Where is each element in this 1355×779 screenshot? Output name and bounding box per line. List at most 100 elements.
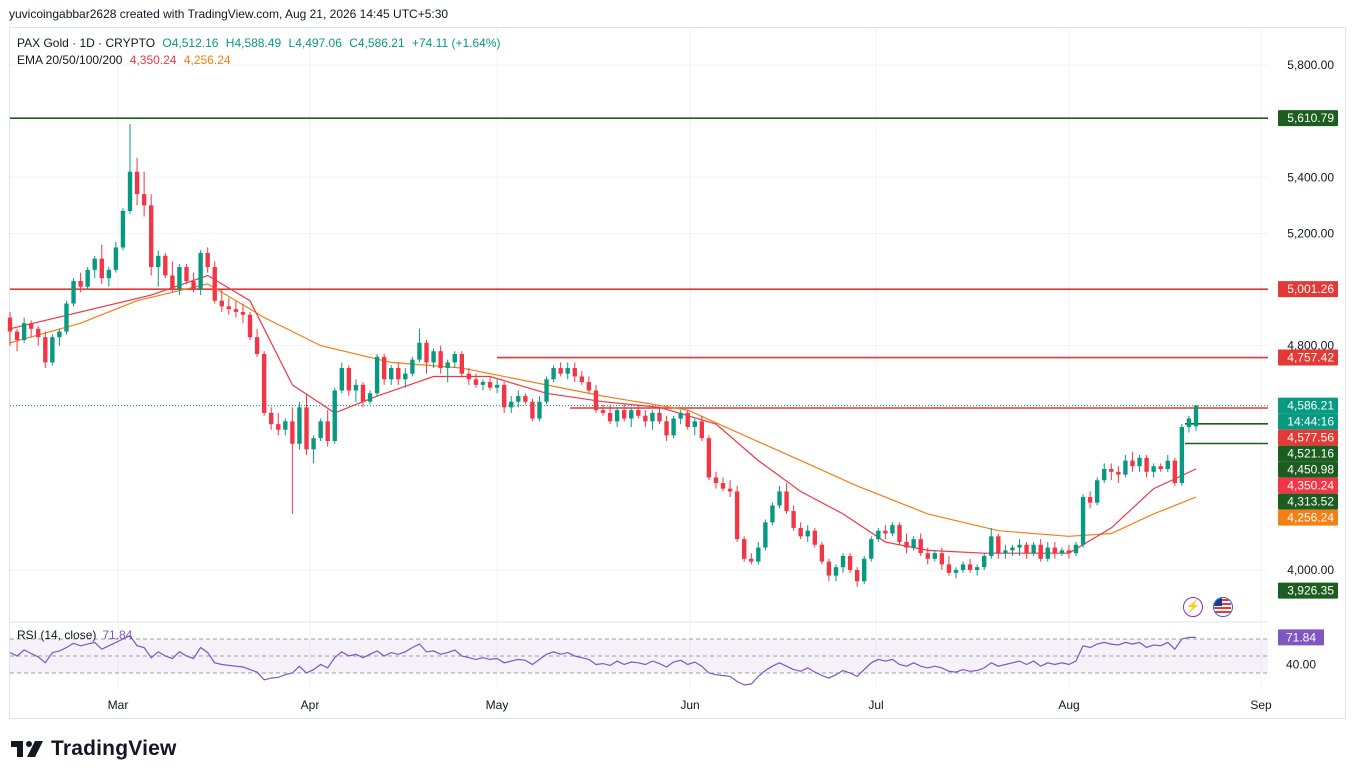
- candle-body: [636, 410, 641, 416]
- symbol-label: PAX Gold · 1D · CRYPTO: [17, 36, 156, 50]
- x-axis-label-apr: Apr: [301, 698, 320, 712]
- candle-body: [516, 396, 521, 402]
- candle-body: [1038, 544, 1043, 559]
- candle-body: [982, 555, 987, 568]
- candle-body: [389, 368, 394, 380]
- us-flag-icon[interactable]: [1213, 597, 1233, 617]
- candle-body: [85, 269, 90, 287]
- chart-frame: [9, 27, 1346, 719]
- x-axis-label-may: May: [486, 698, 509, 712]
- level-badge-text: 4,757.42: [1287, 351, 1334, 365]
- candle-body: [459, 354, 464, 374]
- level-badge: [1278, 110, 1338, 127]
- candle-body: [233, 309, 239, 312]
- candle-body: [297, 407, 302, 444]
- x-axis-label-mar: Mar: [108, 698, 129, 712]
- candle-body: [819, 544, 825, 562]
- y-axis-tick: 4,000.00: [1287, 563, 1334, 577]
- candle-body: [749, 558, 754, 562]
- candle-body: [1144, 457, 1149, 472]
- candle-body: [883, 530, 888, 534]
- level-badge: [1278, 349, 1338, 366]
- candle-body: [1186, 418, 1192, 427]
- y-axis-tick: 5,800.00: [1287, 58, 1334, 72]
- candle-body: [734, 491, 740, 540]
- candle-body: [685, 412, 690, 427]
- candle-body: [64, 303, 69, 332]
- candle-body: [558, 368, 563, 374]
- candle-body: [572, 368, 577, 377]
- price-badge: [1278, 445, 1338, 462]
- candle-body: [43, 337, 48, 363]
- price-badge-text: 4,256.24: [1287, 511, 1334, 525]
- candle-body: [1094, 480, 1100, 503]
- candle-body: [184, 267, 189, 282]
- price-badge: [1278, 413, 1338, 430]
- rsi-band: [10, 639, 1268, 673]
- candle-body: [1045, 547, 1050, 559]
- candle-body: [544, 379, 549, 402]
- close-value: C4,586.21: [349, 36, 405, 50]
- level-badge: [1278, 281, 1338, 298]
- y-axis-tick: 5,200.00: [1287, 226, 1334, 240]
- price-badge-text: 4,450.98: [1287, 463, 1334, 477]
- candle-body: [770, 505, 775, 523]
- candle-body: [1073, 544, 1079, 554]
- candle-body: [28, 323, 34, 329]
- candle-body: [106, 269, 112, 279]
- candle-body: [1130, 460, 1135, 467]
- candle-body: [304, 407, 309, 450]
- candle-body: [840, 555, 846, 568]
- candle-body: [805, 530, 810, 537]
- candle-body: [812, 530, 817, 545]
- candle-body: [494, 384, 500, 388]
- candle-body: [862, 558, 867, 582]
- candle-body: [537, 401, 542, 419]
- candle-body: [1109, 469, 1114, 472]
- candle-body: [784, 491, 789, 512]
- candle-body: [21, 323, 27, 340]
- candle-body: [911, 539, 916, 548]
- candle-body: [367, 393, 373, 402]
- lightning-icon[interactable]: ⚡: [1183, 597, 1203, 617]
- candle-body: [509, 401, 514, 408]
- candle-body: [1102, 469, 1107, 481]
- candle-body: [1158, 466, 1163, 470]
- candle-body: [170, 275, 175, 290]
- candle-body: [247, 314, 253, 338]
- x-axis-label-aug: Aug: [1058, 698, 1079, 712]
- candle-body: [720, 483, 726, 489]
- candle-body: [551, 368, 556, 380]
- rsi-axis-tick: 40.00: [1286, 658, 1316, 672]
- candle-body: [1165, 460, 1170, 470]
- candle-body: [876, 530, 881, 540]
- candle-body: [396, 368, 401, 380]
- candle-body: [854, 570, 860, 582]
- candle-body: [1151, 466, 1156, 472]
- candle-body: [466, 373, 472, 380]
- candle-body: [579, 376, 585, 383]
- candle-body: [925, 553, 930, 559]
- candle-body: [318, 421, 323, 439]
- candle-body: [742, 539, 747, 559]
- candle-body: [897, 525, 902, 542]
- candle-body: [974, 567, 980, 570]
- candle-body: [431, 351, 436, 363]
- candle-body: [36, 328, 41, 338]
- candle-body: [586, 382, 592, 391]
- candle-body: [989, 536, 994, 556]
- candle-body: [240, 311, 246, 315]
- x-axis-label-sep: Sep: [1250, 698, 1272, 712]
- candle-body: [325, 421, 330, 441]
- x-axis-label-jun: Jun: [680, 698, 699, 712]
- ema20-value: 4,350.24: [129, 53, 177, 67]
- tradingview-logo-icon: [11, 741, 43, 757]
- price-badge: [1278, 509, 1338, 526]
- tradingview-name: TradingView: [51, 737, 177, 760]
- candle-body: [996, 536, 1001, 554]
- candle-body: [445, 362, 450, 369]
- candle-body: [692, 421, 697, 427]
- ema50-value: 4,256.24: [183, 53, 231, 67]
- high-value: H4,588.49: [225, 36, 282, 50]
